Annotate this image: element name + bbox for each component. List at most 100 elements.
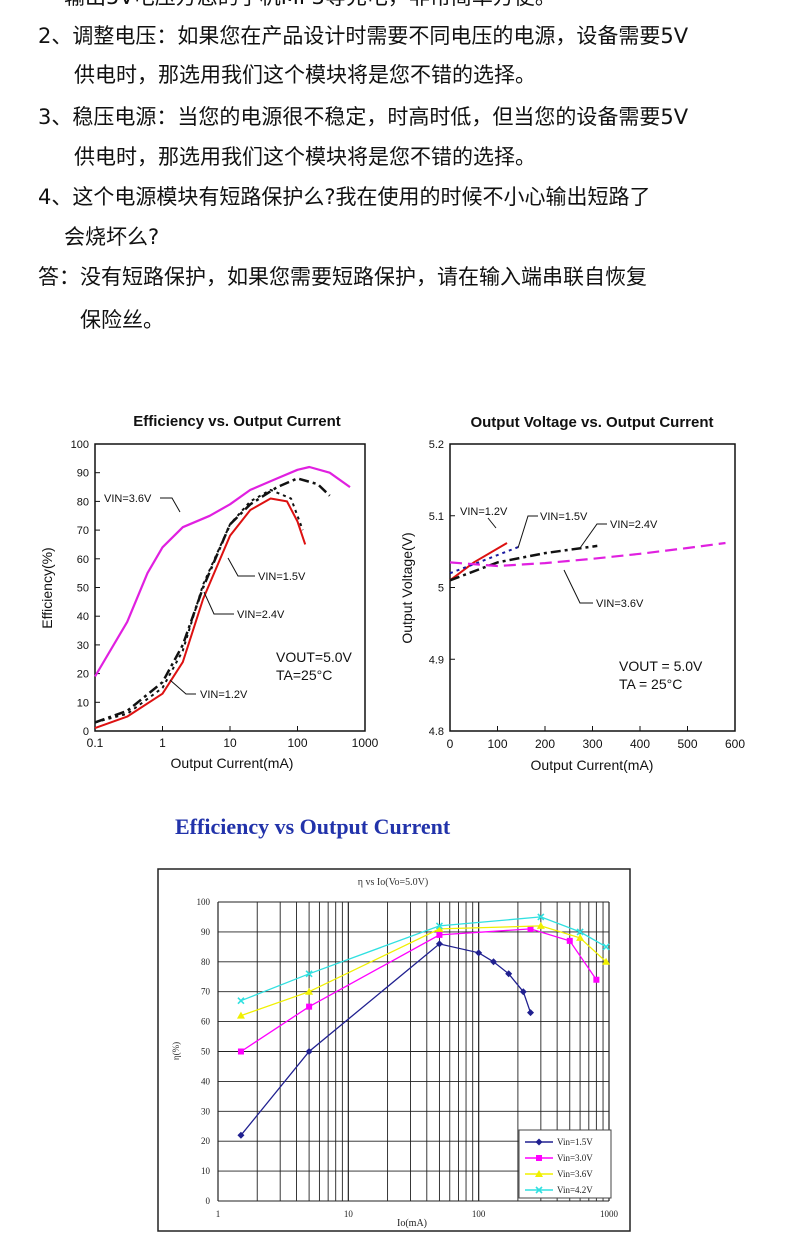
chart3-point-vin30v <box>593 976 600 983</box>
chart1-ytick-label: 10 <box>77 697 89 709</box>
chart2-ytick-label: 5.1 <box>429 511 444 523</box>
faq-answer-line2: 保险丝。 <box>80 308 164 332</box>
chart1-series-vin24v <box>94 477 331 724</box>
chart3-series-vin42v <box>237 913 610 1005</box>
chart2-xlabel: Output Current(mA) <box>531 757 654 773</box>
chart2-series-vin36v <box>449 541 726 568</box>
chart1-label-vin15: VIN=1.5V <box>258 571 306 583</box>
chart1-ytick-label: 80 <box>77 496 89 508</box>
chart2-series-vin24v <box>449 544 598 582</box>
chart1-label-vin36: VIN=3.6V <box>104 493 152 505</box>
chart1-leader-vin24 <box>203 591 234 615</box>
chart1-ytick-label: 50 <box>77 583 89 595</box>
chart3-xtick-label: 100 <box>472 1209 486 1219</box>
faq-item-2-line2: 供电时，那选用我们这个模块将是您不错的选择。 <box>74 63 536 87</box>
chart3-point-vin30v <box>436 931 443 938</box>
chart3-point-vin15v <box>505 970 513 978</box>
chart3-point-vin36v <box>602 957 611 965</box>
chart3-point-vin36v <box>576 933 585 941</box>
chart1-vout-annot: VOUT=5.0V <box>276 649 353 665</box>
chart3-ytick-label: 70 <box>201 987 211 997</box>
voltage-chart: Output Voltage vs. Output Current 0 100 20… <box>400 414 745 773</box>
chart2-xtick-label: 500 <box>677 737 697 751</box>
chart3-line-vin30v <box>240 928 597 1053</box>
chart1-xtick-label: 0.1 <box>87 736 104 750</box>
chart3-legend-label-vin15v: Vin=1.5V <box>557 1137 593 1147</box>
chart3-point-vin15v <box>519 988 527 996</box>
chart3-point-vin15v <box>237 1131 245 1139</box>
chart2-leader-vin15 <box>517 515 538 549</box>
faq-item-3-line1: 3、稳压电源：当您的电源很不稳定，时高时低，但当您的设备需要5V <box>38 105 689 129</box>
faq-item-4-line1: 4、这个电源模块有短路保护么?我在使用的时候不小心输出短路了 <box>38 185 651 209</box>
chart2-label-vin24: VIN=2.4V <box>610 519 658 531</box>
chart3-point-vin42v-b <box>305 970 313 978</box>
chart2-xtick-label: 600 <box>725 737 745 751</box>
chart2-leader-vin12 <box>487 517 497 529</box>
chart3-ylabel: η(%) <box>171 1042 181 1060</box>
chart3-series-vin36v <box>236 921 611 1019</box>
chart3-point-vin15v <box>305 1048 313 1055</box>
chart1-ta-annot: TA=25°C <box>276 667 332 683</box>
chart1-ytick-label: 40 <box>77 611 89 623</box>
chart3-line-vin15v <box>240 943 532 1136</box>
chart3-point-legend-vin36v <box>535 1170 543 1177</box>
faq-item-3-line2: 供电时，那选用我们这个模块将是您不错的选择。 <box>74 145 536 169</box>
chart3-ytick-label: 20 <box>201 1136 211 1146</box>
chart1-ytick-label: 70 <box>77 525 89 537</box>
chart3-ytick-label: 40 <box>201 1076 211 1086</box>
chart1-ytick-label: 90 <box>77 468 89 480</box>
chart3-ytick-label: 100 <box>197 897 211 907</box>
chart3-line-vin36v <box>240 925 607 1017</box>
chart3-series-vin15v <box>237 940 535 1139</box>
chart2-label-vin12: VIN=1.2V <box>460 506 508 518</box>
chart3-series-vin30v <box>237 925 600 1055</box>
chart2-xtick-label: 300 <box>582 737 602 751</box>
chart3-point-vin15v <box>527 1009 535 1017</box>
chart2-ytick-label: 4.9 <box>429 654 444 666</box>
chart3-point-vin42v-b <box>576 928 584 936</box>
chart2-ytick-label: 5 <box>438 583 444 595</box>
chart2-label-vin36: VIN=3.6V <box>596 598 644 610</box>
chart1-xlabel: Output Current(mA) <box>171 755 294 771</box>
chart2-xtick-label: 100 <box>487 737 507 751</box>
chart3-point-vin15v <box>475 949 483 957</box>
chart1-frame <box>94 443 366 732</box>
chart3-xtick-label: 1 <box>216 1209 221 1219</box>
faq-item-2-line1: 2、调整电压：如果您在产品设计时需要不同电压的电源，设备需要5V <box>38 24 689 48</box>
chart1-series-vin36v <box>94 465 351 678</box>
chart3-title: η vs Io(Vo=5.0V) <box>358 877 428 888</box>
faq-cut-line: 输出5V电压方您的手机MP3等充电，非常简单方便。 <box>64 0 556 11</box>
efficiency-chart: Efficiency vs. Output Current 0.1 1 10 100 1… <box>39 413 379 771</box>
chart3-legend-label-vin36v: Vin=3.6V <box>557 1169 593 1179</box>
chart3-xtick-label: 10 <box>344 1209 354 1219</box>
chart1-xtick-label: 1 <box>159 736 166 750</box>
chart3-point-vin42v-b <box>435 922 443 930</box>
chart1-ytick-label: 60 <box>77 554 89 566</box>
chart1-label-vin12: VIN=1.2V <box>200 689 248 701</box>
chart2-label-vin15: VIN=1.5V <box>540 511 588 523</box>
chart2-leader-vin36 <box>563 569 593 604</box>
chart1-series-vin12v <box>94 497 307 730</box>
chart1-label-vin24: VIN=2.4V <box>237 609 285 621</box>
chart3-point-vin30v <box>527 925 534 932</box>
chart1-ytick-label: 30 <box>77 640 89 652</box>
measured-efficiency-chart: η vs Io(Vo=5.0V) 0 10 20 30 40 50 60 70 80 90 100 1… <box>157 868 631 1232</box>
chart2-series-vin12v <box>449 542 508 582</box>
chart3-point-vin15v <box>490 958 498 966</box>
chart2-xtick-label: 200 <box>535 737 555 751</box>
chart1-title: Efficiency vs. Output Current <box>133 413 341 430</box>
chart3-point-legend-vin42v-b <box>535 1186 543 1194</box>
faq-answer-line1: 答：没有短路保护，如果您需要短路保护，请在输入端串联自恢复 <box>38 265 647 289</box>
chart2-xtick-label: 0 <box>447 737 454 751</box>
chart3-point-legend-vin30v <box>536 1155 542 1161</box>
chart3-point-vin36v <box>536 921 545 929</box>
chart3-ytick-label: 80 <box>201 957 211 967</box>
chart2-ylabel: Output Voltage(V) <box>400 532 415 643</box>
chart2-ytick-label: 5.2 <box>429 439 444 451</box>
chart3-ytick-label: 90 <box>201 927 211 937</box>
chart3-point-vin30v <box>237 1048 244 1055</box>
chart3-point-vin36v <box>435 924 444 932</box>
chart1-ytick-label: 20 <box>77 669 89 681</box>
chart2-ytick-label: 4.8 <box>429 726 444 738</box>
chart3-xtick-label: 1000 <box>600 1209 619 1219</box>
